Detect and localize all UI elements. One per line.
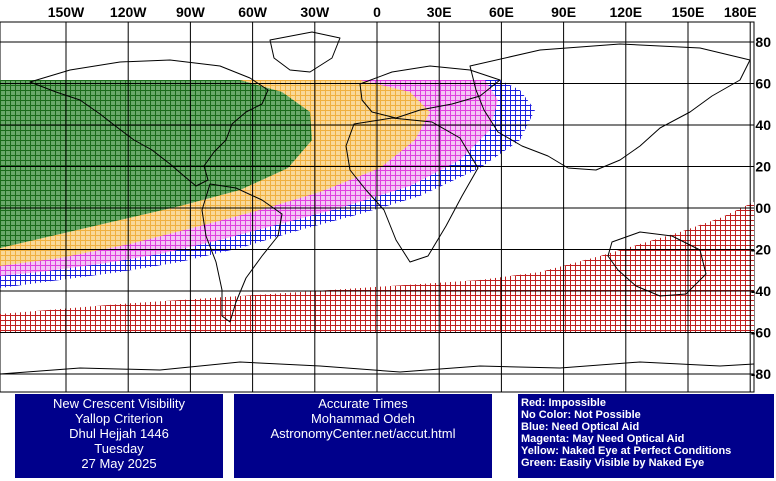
title-line: New Crescent Visibility [53, 396, 185, 411]
legend-no-color: No Color: Not Possible [521, 409, 641, 421]
latitude-label: 60 [755, 76, 771, 92]
longitude-label: 60W [238, 4, 268, 20]
credit-box: Accurate Times Mohammad Odeh AstronomyCe… [234, 394, 492, 478]
longitude-label: 90E [551, 4, 576, 20]
legend-red: Red: Impossible [521, 397, 606, 409]
credit-url: AstronomyCenter.net/accut.html [270, 426, 456, 441]
credit-author: Mohammad Odeh [310, 411, 416, 426]
longitude-label: 150E [672, 4, 705, 20]
credit-heading: Accurate Times [318, 396, 408, 411]
longitude-labels: 150W 120W 90W 60W 30W 0 30E 60E 90E 120E 150E 180E [48, 4, 757, 20]
longitude-label: 90W [176, 4, 206, 20]
latitude-label: 40 [755, 117, 771, 133]
graticule [0, 22, 754, 392]
legend-green: Green: Easily Visible by Naked Eye [521, 457, 705, 469]
weekday-line: Tuesday [94, 441, 144, 456]
longitude-label: 30E [427, 4, 452, 20]
longitude-label: 150W [48, 4, 85, 20]
latitude-labels: 80 60 40 20 00 -20 -40 -60 -80 [751, 34, 771, 382]
latitude-label: 20 [755, 159, 771, 175]
hijri-month-line: Dhul Hejjah 1446 [69, 426, 169, 441]
date-line: 27 May 2025 [81, 456, 157, 471]
visibility-map: 150W 120W 90W 60W 30W 0 30E 60E 90E 120E 150E 180E … [0, 4, 771, 393]
latitude-label: -60 [751, 325, 771, 341]
continent-outlines [0, 31, 754, 375]
latitude-label: 80 [755, 34, 771, 50]
longitude-label: 120E [609, 4, 642, 20]
legend-magenta: Magenta: May Need Optical Aid [521, 433, 685, 445]
latitude-label: -20 [751, 242, 771, 258]
latitude-label: -80 [751, 366, 771, 382]
longitude-label: 0 [373, 4, 381, 20]
legend-yellow: Yellow: Naked Eye at Perfect Conditions [521, 445, 732, 457]
longitude-label: 120W [110, 4, 147, 20]
longitude-label: 30W [300, 4, 330, 20]
criterion-line: Yallop Criterion [75, 411, 163, 426]
longitude-label: 60E [489, 4, 514, 20]
latitude-label: 00 [755, 200, 771, 216]
latitude-label: -40 [751, 283, 771, 299]
longitude-label: 180E [724, 4, 757, 20]
legend-box: Red: Impossible No Color: Not Possible B… [518, 394, 774, 478]
zone-red-impossible [0, 202, 754, 332]
title-box: New Crescent Visibility Yallop Criterion… [15, 394, 223, 478]
legend-blue: Blue: Need Optical Aid [521, 421, 640, 433]
